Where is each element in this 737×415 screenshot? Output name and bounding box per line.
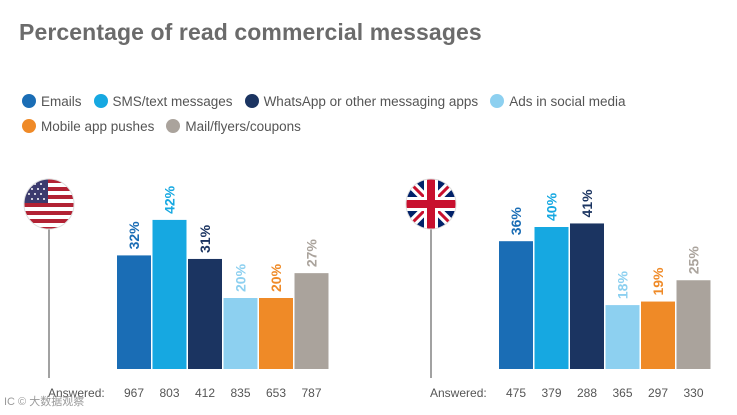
value-label-app-pushes: 19% xyxy=(650,267,666,296)
answered-count-app-pushes: 653 xyxy=(266,386,286,400)
legend-swatch-sms xyxy=(93,94,108,108)
answered-label: Answered: xyxy=(430,386,487,400)
legend-label: Mobile app pushes xyxy=(41,118,155,134)
legend-row-2: Mobile app pushes Mail/flyers/coupons xyxy=(22,115,722,137)
legend-swatch-social-ads xyxy=(490,94,505,108)
legend-label: Ads in social media xyxy=(509,93,626,109)
answered-count-mail: 330 xyxy=(683,386,703,400)
value-label-mail: 27% xyxy=(304,239,320,268)
watermark: IC © 大数据观察 xyxy=(4,396,85,408)
bar-app-pushes xyxy=(259,298,293,369)
value-label-sms: 42% xyxy=(162,185,178,214)
answered-count-mail: 787 xyxy=(301,386,321,400)
legend-swatch-emails xyxy=(22,94,36,108)
bar-social-ads xyxy=(223,298,258,369)
legend-swatch-app-pushes xyxy=(22,119,36,133)
bar-sms xyxy=(534,227,569,369)
value-label-social-ads: 18% xyxy=(615,271,631,300)
bar-mail xyxy=(676,280,711,369)
bar-whatsapp xyxy=(188,258,222,369)
answered-count-whatsapp: 288 xyxy=(577,386,597,400)
bar-emails xyxy=(117,255,151,369)
answered-count-sms: 803 xyxy=(159,386,179,400)
value-label-mail: 25% xyxy=(686,246,702,275)
legend-row-1: Emails SMS/text messages WhatsApp or oth… xyxy=(22,90,722,112)
value-label-sms: 40% xyxy=(544,192,560,221)
legend-item-app-pushes: Mobile app pushes xyxy=(22,119,154,134)
answered-label: Answered: xyxy=(48,386,105,400)
value-label-emails: 36% xyxy=(508,207,524,236)
legend-item-social-ads: Ads in social media xyxy=(490,93,626,109)
bar-whatsapp xyxy=(570,223,604,369)
value-label-whatsapp: 41% xyxy=(579,189,595,218)
value-label-social-ads: 20% xyxy=(233,263,249,292)
legend-label: Emails xyxy=(41,93,82,109)
legend-item-whatsapp: WhatsApp or other messaging apps xyxy=(244,93,479,109)
bar-emails xyxy=(499,241,533,369)
legend-item-sms: SMS/text messages xyxy=(93,93,233,109)
legend-swatch-mail xyxy=(166,119,181,133)
us-flag-icon xyxy=(23,178,75,378)
bars-layer: 32% 967 42% 803 31% 412 20% 835 20% 653 27% 787 Answ… xyxy=(48,185,711,400)
legend-item-emails: Emails xyxy=(22,94,82,109)
legend-label: Mail/flyers/coupons xyxy=(185,118,301,134)
legend-swatch-whatsapp xyxy=(244,94,259,108)
value-label-emails: 32% xyxy=(126,221,142,250)
answered-count-whatsapp: 412 xyxy=(195,386,215,400)
legend-label: WhatsApp or other messaging apps xyxy=(263,93,479,109)
legend-label: SMS/text messages xyxy=(112,93,233,109)
legend: Emails SMS/text messages WhatsApp or oth… xyxy=(22,90,722,140)
bar-app-pushes xyxy=(641,301,675,369)
us-bar-group: 32% 967 42% 803 31% 412 20% 835 20% 653 27% 787 Answ… xyxy=(48,185,329,400)
legend-item-mail: Mail/flyers/coupons xyxy=(166,119,301,134)
chart-title: Percentage of read commercial messages xyxy=(19,19,482,45)
answered-count-app-pushes: 297 xyxy=(648,386,668,400)
answered-count-sms: 379 xyxy=(541,386,561,400)
bar-sms xyxy=(152,219,187,369)
bar-social-ads xyxy=(605,305,640,369)
bar-mail xyxy=(294,273,329,369)
value-label-app-pushes: 20% xyxy=(268,263,284,292)
uk-bar-group: 36% 475 40% 379 41% 288 18% 365 19% 297 25% 330 Answ… xyxy=(430,189,711,400)
answered-count-social-ads: 835 xyxy=(230,386,250,400)
answered-count-emails: 967 xyxy=(124,386,144,400)
answered-count-emails: 475 xyxy=(506,386,526,400)
answered-count-social-ads: 365 xyxy=(612,386,632,400)
uk-flag-icon xyxy=(405,178,457,378)
value-label-whatsapp: 31% xyxy=(197,224,213,253)
